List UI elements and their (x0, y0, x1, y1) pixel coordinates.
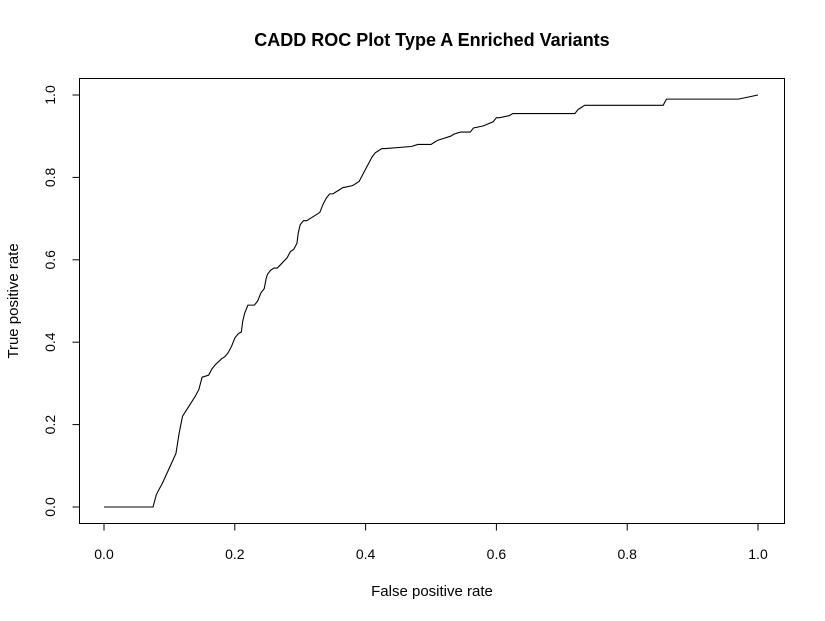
y-tick-label: 0.8 (42, 167, 58, 187)
chart-title: CADD ROC Plot Type A Enriched Variants (254, 30, 609, 50)
x-tick-label: 1.0 (748, 546, 768, 562)
x-tick-label: 0.2 (225, 546, 245, 562)
x-axis-label: False positive rate (371, 583, 493, 600)
x-tick-label: 0.0 (94, 546, 114, 562)
roc-curve-line (104, 94, 759, 508)
x-tick-label: 0.8 (617, 546, 637, 562)
y-tick-label: 0.2 (42, 415, 58, 435)
x-axis: 0.0 0.2 0.4 0.6 0.8 1.0 (94, 523, 768, 562)
y-axis: 0.0 0.2 0.4 0.6 0.8 1.0 (42, 85, 80, 517)
y-tick-label: 1.0 (42, 85, 58, 105)
plot-frame (79, 78, 785, 524)
y-axis-label: True positive rate (5, 243, 22, 358)
x-tick-label: 0.4 (356, 546, 376, 562)
x-tick-label: 0.6 (487, 546, 507, 562)
y-tick-label: 0.4 (42, 332, 58, 352)
y-tick-label: 0.0 (42, 497, 58, 517)
y-tick-label: 0.6 (42, 250, 58, 270)
